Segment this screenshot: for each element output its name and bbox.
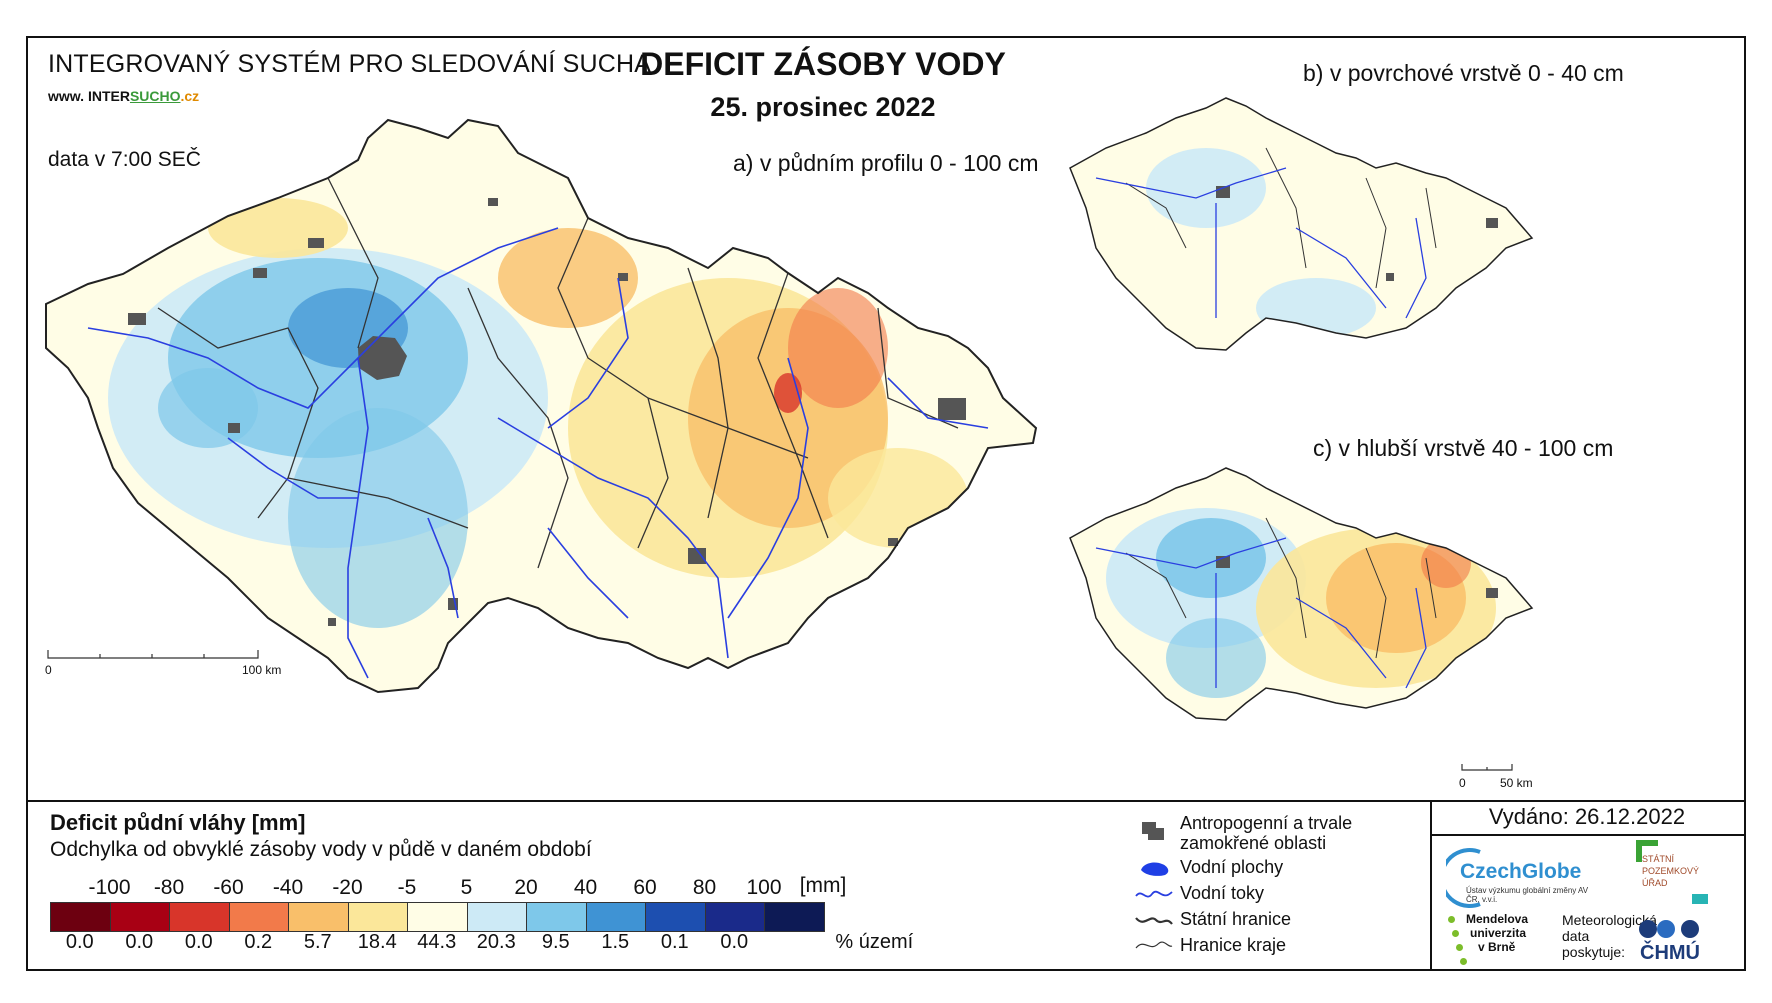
system-name: INTEGROVANÝ SYSTÉM PRO SLEDOVÁNÍ SUCHA — [48, 50, 652, 78]
legend-area-percent: 0.2 — [244, 931, 273, 953]
main-scale-start: 0 — [45, 663, 52, 677]
legend-separator — [28, 800, 1744, 802]
legend-area-percent: 1.5 — [601, 931, 630, 953]
legend-swatch — [347, 902, 408, 932]
legend-area-percent: 0.0 — [720, 931, 749, 953]
legend-tick-unit: [mm] — [799, 874, 847, 897]
legend-swatch — [50, 902, 111, 932]
czechglobe-logo[interactable]: CzechGlobe Ústav výzkumu globální změny … — [1446, 846, 1596, 910]
urban-area-icon — [1142, 822, 1164, 840]
data-time: data v 7:00 SEČ — [48, 148, 201, 171]
website-url[interactable]: www. INTERSUCHO.cz — [48, 88, 200, 104]
map-date: 25. prosinec 2022 — [710, 92, 936, 122]
legend-tick-label: -40 — [272, 876, 304, 899]
legend-area-percent: 18.4 — [357, 931, 397, 953]
legend-area-percent: 9.5 — [541, 931, 570, 953]
legend-water-label: Vodní plochy — [1180, 857, 1284, 877]
small-scale-bar — [1461, 764, 1513, 771]
legend-tick-label: 40 — [573, 876, 598, 899]
issued-date: Vydáno: 26.12.2022 — [1488, 804, 1686, 829]
legend-swatch — [704, 902, 765, 932]
map-frame: INTEGROVANÝ SYSTÉM PRO SLEDOVÁNÍ SUCHA w… — [26, 36, 1746, 971]
legend-area-percent: 0.0 — [184, 931, 213, 953]
legend-area-percent: 0.0 — [65, 931, 94, 953]
legend-area-percent: 20.3 — [476, 931, 516, 953]
map-c-deep-layer — [1069, 467, 1534, 721]
main-scale-end: 100 km — [242, 663, 282, 677]
legend-area-percent: 0.1 — [660, 931, 689, 953]
legend-tick-label: 80 — [692, 876, 717, 899]
legend-swatch — [466, 902, 527, 932]
legend-subtitle: Odchylka od obvyklé zásoby vody v půdě v… — [50, 838, 592, 861]
map-a-total-profile — [45, 118, 1038, 694]
legend-area-percent: 5.7 — [303, 931, 332, 953]
legend-swatch — [407, 902, 468, 932]
legend-swatch — [526, 902, 587, 932]
legend-swatch — [764, 902, 825, 932]
map-b-label: b) v povrchové vrstvě 0 - 40 cm — [1303, 60, 1624, 86]
legend-tick-label: -5 — [397, 876, 417, 899]
legend-tick-label: 5 — [460, 876, 473, 899]
main-scale-bar — [47, 650, 259, 659]
legend-area-percent: 0.0 — [125, 931, 154, 953]
legend-swatch — [109, 902, 170, 932]
legend-title: Deficit půdní vláhy [mm] — [50, 810, 306, 835]
legend-swatch — [645, 902, 706, 932]
region-border-icon — [1135, 941, 1173, 949]
map-c-label: c) v hlubší vrstvě 40 - 100 cm — [1313, 435, 1614, 461]
map-title: DEFICIT ZÁSOBY VODY — [640, 46, 1006, 82]
map-b-surface-layer — [1069, 97, 1534, 351]
small-scale-start: 0 — [1459, 776, 1466, 790]
state-border-icon — [1135, 917, 1173, 925]
river-icon — [1135, 890, 1173, 898]
legend-tick-label: -80 — [153, 876, 185, 899]
legend-swatch — [288, 902, 349, 932]
issued-separator — [1430, 834, 1744, 836]
legend-tick-label: 60 — [633, 876, 657, 899]
small-scale-end: 50 km — [1500, 776, 1533, 790]
legend-urban-label: Antropogenní a trvale zamokřené oblasti — [1180, 813, 1353, 853]
logo-panel-separator — [1430, 800, 1432, 971]
legend-river-label: Vodní toky — [1180, 883, 1265, 903]
water-body-icon — [1141, 862, 1169, 876]
map-a-label: a) v půdním profilu 0 - 100 cm — [733, 150, 1039, 176]
legend-swatch — [585, 902, 646, 932]
legend-swatch — [169, 902, 230, 932]
legend-area-percent: 44.3 — [417, 931, 457, 953]
mendelu-logo[interactable]: Mendelova univerzita v Brně — [1448, 912, 1548, 970]
legend-percent-unit: % území — [835, 931, 914, 953]
legend-swatch — [228, 902, 289, 932]
legend-tick-label: 20 — [514, 876, 538, 899]
legend-state-border-label: Státní hranice — [1180, 909, 1292, 929]
legend-region-border-label: Hranice kraje — [1180, 935, 1287, 955]
legend-tick-label: 100 — [746, 876, 782, 899]
chmu-logo[interactable]: Meteorologická data poskytuje: ČHMÚ — [1562, 912, 1700, 964]
legend-tick-label: -60 — [213, 876, 244, 899]
spu-logo[interactable]: STÁTNÍ POZEMKOVÝ ÚŘAD — [1636, 840, 1726, 910]
legend-tick-label: -20 — [332, 876, 363, 899]
legend-tick-label: -100 — [88, 876, 131, 899]
